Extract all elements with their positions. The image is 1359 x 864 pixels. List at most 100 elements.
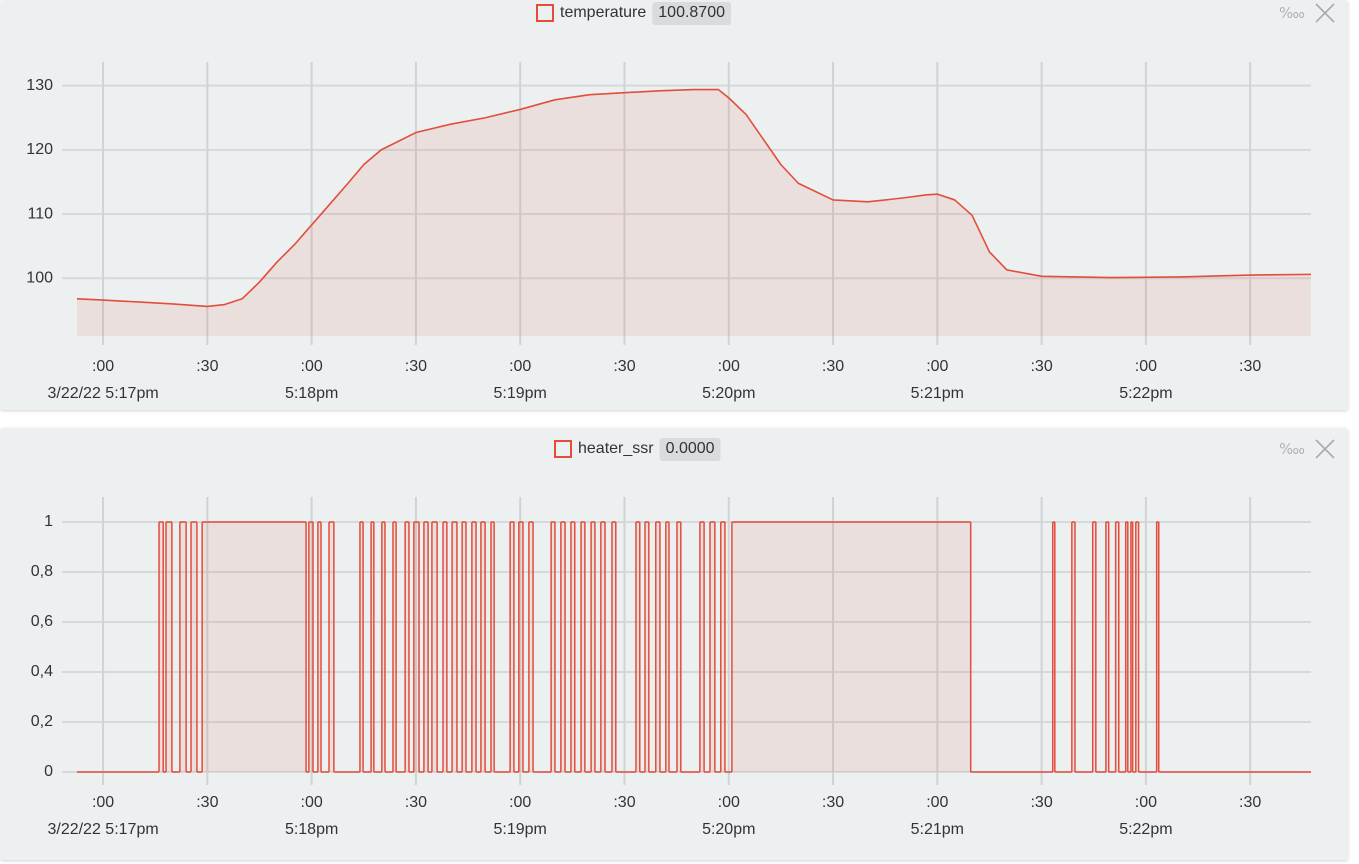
area-fill — [528, 522, 534, 772]
area-fill — [1105, 522, 1109, 772]
area-fill — [405, 522, 409, 772]
x-tick-label: :30 — [405, 794, 427, 811]
scale-toggle[interactable]: ‱ — [1279, 441, 1305, 458]
x-tick-label: :30 — [822, 794, 844, 811]
legend-value: 100.8700 — [658, 4, 725, 21]
x-tick-label: :00 — [1135, 358, 1157, 375]
legend-value: 0.0000 — [666, 440, 715, 457]
x-tick-label: :30 — [405, 358, 427, 375]
x-tick-label: :30 — [822, 358, 844, 375]
area-fill — [159, 522, 164, 772]
x-major-label: 5:19pm — [494, 385, 547, 402]
area-fill — [431, 522, 438, 772]
y-tick-label: 0,4 — [31, 663, 53, 680]
legend-swatch[interactable] — [554, 440, 572, 458]
area-fill — [1125, 522, 1128, 772]
x-tick-label: :30 — [1239, 358, 1261, 375]
area-fill — [635, 522, 640, 772]
y-tick-label: 0 — [44, 763, 53, 780]
area-fill — [471, 522, 477, 772]
legend-value-box — [659, 438, 721, 461]
x-tick-label: :00 — [301, 794, 323, 811]
area-fill — [581, 522, 585, 772]
x-tick-label: :30 — [196, 794, 218, 811]
area-fill — [731, 522, 971, 772]
y-tick-label: 1 — [44, 513, 53, 530]
legend-value-box — [652, 2, 731, 25]
close-button[interactable] — [1315, 3, 1335, 23]
x-major-label: 5:18pm — [285, 821, 338, 838]
area-fill — [462, 522, 466, 772]
x-tick-label: :30 — [196, 358, 218, 375]
area-fill — [1115, 522, 1119, 772]
x-tick-label: :00 — [509, 794, 531, 811]
area-fill — [452, 522, 457, 772]
x-tick-label: :00 — [718, 358, 740, 375]
x-major-label: 5:22pm — [1119, 385, 1172, 402]
area-fill — [179, 522, 187, 772]
area-fill — [359, 522, 364, 772]
area-fill — [510, 522, 514, 772]
y-tick-label: 0,6 — [31, 613, 53, 630]
x-tick-label: :30 — [1239, 794, 1261, 811]
x-tick-label: :00 — [926, 358, 948, 375]
area-fill — [720, 522, 725, 772]
y-tick-label: 0,8 — [31, 563, 53, 580]
x-tick-label: :00 — [926, 794, 948, 811]
y-tick-label: 0,2 — [31, 713, 53, 730]
area-fill — [1130, 522, 1133, 772]
y-tick-label: 120 — [26, 141, 53, 158]
area-fill — [381, 522, 385, 772]
area-fill — [480, 522, 486, 772]
area-fill — [600, 522, 606, 772]
area-fill — [202, 522, 307, 772]
area-fill — [611, 522, 616, 772]
x-major-label: 5:18pm — [285, 385, 338, 402]
y-tick-label: 130 — [26, 77, 53, 94]
x-tick-label: :00 — [1135, 794, 1157, 811]
x-major-label: 5:22pm — [1119, 821, 1172, 838]
legend-swatch[interactable] — [536, 4, 554, 22]
area-fill — [191, 522, 197, 772]
x-tick-label: :00 — [301, 358, 323, 375]
area-fill — [77, 89, 1311, 336]
close-button[interactable] — [1315, 439, 1335, 459]
area-fill — [676, 522, 681, 772]
y-tick-label: 110 — [27, 205, 53, 222]
legend-name: heater_ssr — [578, 440, 654, 457]
area-fill — [709, 522, 715, 772]
area-fill — [423, 522, 429, 772]
scale-toggle[interactable]: ‱ — [1279, 5, 1305, 22]
x-tick-label: :30 — [613, 358, 635, 375]
area-fill — [655, 522, 660, 772]
area-fill — [1092, 522, 1096, 772]
x-major-label: 3/22/22 5:17pm — [47, 821, 158, 838]
x-tick-label: :00 — [509, 358, 531, 375]
x-tick-label: :30 — [613, 794, 635, 811]
area-fill — [1156, 522, 1159, 772]
area-fill — [551, 522, 555, 772]
x-tick-label: :00 — [92, 794, 114, 811]
x-major-label: 3/22/22 5:17pm — [47, 385, 158, 402]
area-fill — [665, 522, 669, 772]
area-fill — [591, 522, 595, 772]
area-fill — [699, 522, 705, 772]
x-major-label: 5:20pm — [702, 821, 755, 838]
area-fill — [413, 522, 420, 772]
x-major-label: 5:21pm — [911, 385, 964, 402]
area-fill — [329, 522, 334, 772]
area-fill — [644, 522, 649, 772]
y-tick-label: 100 — [26, 269, 53, 286]
x-major-label: 5:20pm — [702, 385, 755, 402]
area-fill — [165, 522, 172, 772]
area-fill — [308, 522, 314, 772]
area-fill — [490, 522, 495, 772]
area-fill — [1135, 522, 1139, 772]
legend-name: temperature — [560, 4, 646, 21]
area-fill — [560, 522, 566, 772]
area-fill — [1071, 522, 1075, 772]
x-tick-label: :30 — [1030, 358, 1052, 375]
x-tick-label: :00 — [718, 794, 740, 811]
